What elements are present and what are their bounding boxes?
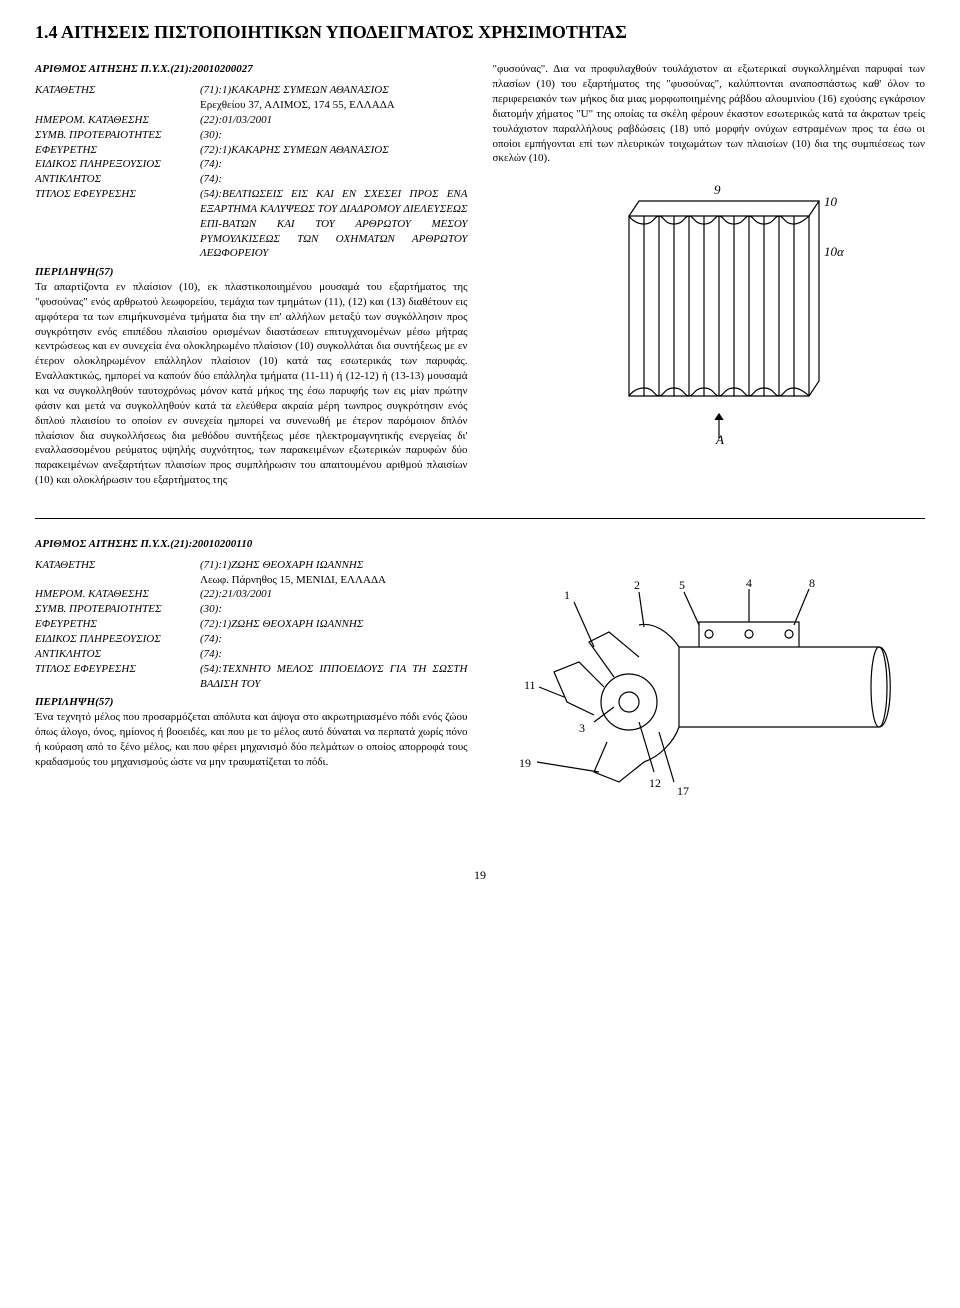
abstract-right-1: "φυσούνας". Δια να προφυλαχθούν τουλάχισ…	[493, 62, 926, 166]
app-number-value-2: 20010200110	[192, 538, 252, 550]
title-row: ΤΙΤΛΟΣ ΕΦΕΥΡΕΣΗΣ (54):ΒΕΛΤΙΩΣΕΙΣ ΕΙΣ ΚΑΙ…	[35, 187, 468, 261]
record-2-right-column: 1 2 5 4 8 11 19 12 17 3	[493, 537, 926, 807]
abstract-left-1: Τα απαρτίζοντα εν πλαίσιον (10), εκ πλασ…	[35, 280, 468, 488]
title-row-2: ΤΙΤΛΟΣ ΕΦΕΥΡΕΣΗΣ (54):ΤΕΧΝΗΤΟ ΜΕΛΟΣ ΙΠΠΟ…	[35, 662, 468, 692]
attorney-row-2: ΕΙΔΙΚΟΣ ΠΛΗΡΕΞΟΥΣΙΟΣ (74):	[35, 632, 468, 647]
figure-label-10a: 10α	[824, 244, 845, 259]
figure-label-a: A	[715, 432, 724, 446]
date-value: (22):01/03/2001	[200, 113, 468, 128]
fig2-label-3: 3	[579, 721, 585, 735]
agent-value-2: (74):	[200, 647, 468, 662]
applicant-label: ΚΑΤΑΘΕΤΗΣ	[35, 83, 200, 98]
date-value-2: (22):21/03/2001	[200, 587, 468, 602]
fig2-label-19: 19	[519, 756, 531, 770]
applicant-label-2: ΚΑΤΑΘΕΤΗΣ	[35, 558, 200, 573]
fig2-label-5: 5	[679, 578, 685, 592]
title-value: (54):ΒΕΛΤΙΩΣΕΙΣ ΕΙΣ ΚΑΙ ΕΝ ΣΧΕΣΕΙ ΠΡΟΣ Ε…	[200, 187, 468, 261]
applicant-address-2: Λεωφ. Πάρνηθος 15, ΜΕΝΙΔΙ, ΕΛΛΑΔΑ	[200, 573, 468, 588]
app-number-2: ΑΡΙΘΜΟΣ ΑΙΤΗΣΗΣ Π.Υ.Χ.(21):20010200110	[35, 537, 468, 552]
record-2: ΑΡΙΘΜΟΣ ΑΙΤΗΣΗΣ Π.Υ.Χ.(21):20010200110 Κ…	[35, 537, 925, 807]
record-2-left-column: ΑΡΙΘΜΟΣ ΑΙΤΗΣΗΣ Π.Υ.Χ.(21):20010200110 Κ…	[35, 537, 468, 807]
title-label: ΤΙΤΛΟΣ ΕΦΕΥΡΕΣΗΣ	[35, 187, 200, 261]
abstract-text-2: Ένα τεχνητό μέλος που προσαρμόζεται απόλ…	[35, 710, 468, 769]
priority-row-2: ΣΥΜΒ. ΠΡΟΤΕΡΑΙΟΤΗΤΕΣ (30):	[35, 602, 468, 617]
inventor-value: (72):1)ΚΑΚΑΡΗΣ ΣΥΜΕΩΝ ΑΘΑΝΑΣΙΟΣ	[200, 143, 468, 158]
title-label-2: ΤΙΤΛΟΣ ΕΦΕΥΡΕΣΗΣ	[35, 662, 200, 692]
date-row-2: ΗΜΕΡΟΜ. ΚΑΤΑΘΕΣΗΣ (22):21/03/2001	[35, 587, 468, 602]
inventor-label-2: ΕΦΕΥΡΕΤΗΣ	[35, 617, 200, 632]
applicant-value-2: (71):1)ΖΩΗΣ ΘΕΟΧΑΡΗ ΙΩΑΝΝΗΣ	[200, 558, 468, 573]
figure-label-10: 10	[824, 194, 838, 209]
app-number-label-2: ΑΡΙΘΜΟΣ ΑΙΤΗΣΗΣ Π.Υ.Χ.(21):	[35, 538, 192, 550]
date-label: ΗΜΕΡΟΜ. ΚΑΤΑΘΕΣΗΣ	[35, 113, 200, 128]
record-1-right-column: "φυσούνας". Δια να προφυλαχθούν τουλάχισ…	[493, 62, 926, 488]
applicant-address-row: Ερεχθείου 37, ΑΛΙΜΟΣ, 174 55, ΕΛΛΑΔΑ	[35, 98, 468, 113]
abstract-label-1: ΠΕΡΙΛΗΨΗ(57)	[35, 265, 468, 280]
priority-value: (30):	[200, 128, 468, 143]
record-1-left-column: ΑΡΙΘΜΟΣ ΑΙΤΗΣΗΣ Π.Υ.Χ.(21):20010200027 Κ…	[35, 62, 468, 488]
agent-label: ΑΝΤΙΚΛΗΤΟΣ	[35, 172, 200, 187]
figure-1: 9 10 10α A	[493, 166, 926, 446]
date-row: ΗΜΕΡΟΜ. ΚΑΤΑΘΕΣΗΣ (22):01/03/2001	[35, 113, 468, 128]
attorney-row: ΕΙΔΙΚΟΣ ΠΛΗΡΕΞΟΥΣΙΟΣ (74):	[35, 157, 468, 172]
app-number-value: 20010200027	[192, 63, 253, 75]
figure-2: 1 2 5 4 8 11 19 12 17 3	[493, 547, 926, 807]
page-number: 19	[35, 867, 925, 883]
applicant-address: Ερεχθείου 37, ΑΛΙΜΟΣ, 174 55, ΕΛΛΑΔΑ	[200, 98, 468, 113]
app-number-1: ΑΡΙΘΜΟΣ ΑΙΤΗΣΗΣ Π.Υ.Χ.(21):20010200027	[35, 62, 468, 77]
applicant-address-row-2: Λεωφ. Πάρνηθος 15, ΜΕΝΙΔΙ, ΕΛΛΑΔΑ	[35, 573, 468, 588]
attorney-value: (74):	[200, 157, 468, 172]
inventor-row: ΕΦΕΥΡΕΤΗΣ (72):1)ΚΑΚΑΡΗΣ ΣΥΜΕΩΝ ΑΘΑΝΑΣΙΟ…	[35, 143, 468, 158]
inventor-value-2: (72):1)ΖΩΗΣ ΘΕΟΧΑΡΗ ΙΩΑΝΝΗΣ	[200, 617, 468, 632]
title-value-2: (54):ΤΕΧΝΗΤΟ ΜΕΛΟΣ ΙΠΠΟΕΙΔΟΥΣ ΓΙΑ ΤΗ ΣΩΣ…	[200, 662, 468, 692]
agent-row-2: ΑΝΤΙΚΛΗΤΟΣ (74):	[35, 647, 468, 662]
priority-label-2: ΣΥΜΒ. ΠΡΟΤΕΡΑΙΟΤΗΤΕΣ	[35, 602, 200, 617]
fig2-label-12: 12	[649, 776, 661, 790]
separator	[35, 518, 925, 519]
record-1: ΑΡΙΘΜΟΣ ΑΙΤΗΣΗΣ Π.Υ.Χ.(21):20010200027 Κ…	[35, 62, 925, 488]
fig2-label-8: 8	[809, 576, 815, 590]
fig2-label-17: 17	[677, 784, 689, 798]
fig2-label-4: 4	[746, 576, 752, 590]
fig2-label-11: 11	[524, 678, 536, 692]
applicant-value: (71):1)ΚΑΚΑΡΗΣ ΣΥΜΕΩΝ ΑΘΑΝΑΣΙΟΣ	[200, 83, 468, 98]
attorney-value-2: (74):	[200, 632, 468, 647]
agent-value: (74):	[200, 172, 468, 187]
inventor-label: ΕΦΕΥΡΕΤΗΣ	[35, 143, 200, 158]
attorney-label: ΕΙΔΙΚΟΣ ΠΛΗΡΕΞΟΥΣΙΟΣ	[35, 157, 200, 172]
fig2-label-1: 1	[564, 588, 570, 602]
attorney-label-2: ΕΙΔΙΚΟΣ ΠΛΗΡΕΞΟΥΣΙΟΣ	[35, 632, 200, 647]
priority-label: ΣΥΜΒ. ΠΡΟΤΕΡΑΙΟΤΗΤΕΣ	[35, 128, 200, 143]
agent-label-2: ΑΝΤΙΚΛΗΤΟΣ	[35, 647, 200, 662]
figure-label-9: 9	[714, 182, 721, 197]
app-number-label: ΑΡΙΘΜΟΣ ΑΙΤΗΣΗΣ Π.Υ.Χ.(21):	[35, 63, 192, 75]
priority-value-2: (30):	[200, 602, 468, 617]
fig2-label-2: 2	[634, 578, 640, 592]
agent-row: ΑΝΤΙΚΛΗΤΟΣ (74):	[35, 172, 468, 187]
applicant-row-2: ΚΑΤΑΘΕΤΗΣ (71):1)ΖΩΗΣ ΘΕΟΧΑΡΗ ΙΩΑΝΝΗΣ	[35, 558, 468, 573]
inventor-row-2: ΕΦΕΥΡΕΤΗΣ (72):1)ΖΩΗΣ ΘΕΟΧΑΡΗ ΙΩΑΝΝΗΣ	[35, 617, 468, 632]
date-label-2: ΗΜΕΡΟΜ. ΚΑΤΑΘΕΣΗΣ	[35, 587, 200, 602]
applicant-row: ΚΑΤΑΘΕΤΗΣ (71):1)ΚΑΚΑΡΗΣ ΣΥΜΕΩΝ ΑΘΑΝΑΣΙΟ…	[35, 83, 468, 98]
priority-row: ΣΥΜΒ. ΠΡΟΤΕΡΑΙΟΤΗΤΕΣ (30):	[35, 128, 468, 143]
abstract-label-2: ΠΕΡΙΛΗΨΗ(57)	[35, 695, 468, 710]
page-title: 1.4 ΑΙΤΗΣΕΙΣ ΠΙΣΤΟΠΟΙΗΤΙΚΩΝ ΥΠΟΔΕΙΓΜΑΤΟΣ…	[35, 20, 925, 44]
